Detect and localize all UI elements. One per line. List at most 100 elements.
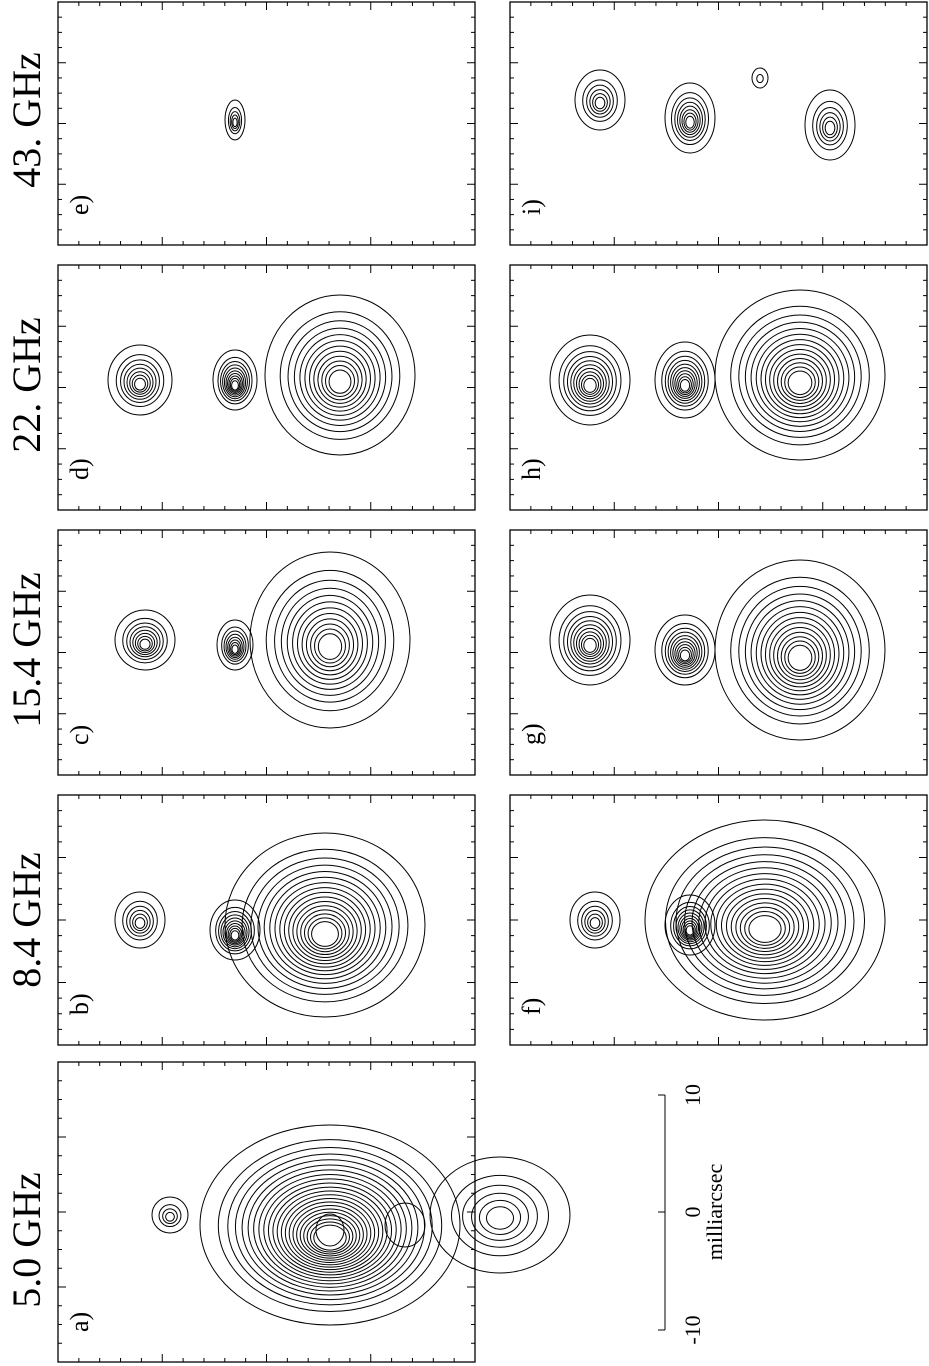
panel-frames (58, 2, 927, 1362)
panel-label: e) (65, 195, 94, 215)
contour (749, 916, 781, 943)
contour (121, 360, 160, 403)
contour-maps (108, 68, 885, 1325)
contour (680, 650, 689, 661)
contour (135, 918, 145, 929)
contour (311, 624, 350, 667)
panel-frame (58, 2, 475, 245)
contour (318, 634, 341, 660)
contour (590, 918, 600, 929)
panel-label: i) (517, 199, 546, 215)
panel-frame (510, 265, 927, 510)
contour (452, 1175, 549, 1255)
contour (127, 623, 163, 659)
contour (225, 833, 425, 1017)
scale-bar-tick-label: -10 (680, 1315, 705, 1344)
contour (312, 922, 339, 947)
contour (578, 901, 613, 940)
contour (788, 371, 812, 395)
contour (665, 83, 715, 153)
contour (761, 612, 839, 695)
contour (233, 118, 237, 127)
panel-frame (58, 265, 475, 510)
contour (264, 871, 386, 983)
panel-frame (510, 2, 927, 245)
contour (264, 1179, 396, 1281)
panel-frame (58, 1062, 475, 1362)
panel-label: b) (65, 993, 94, 1015)
contour (289, 1202, 371, 1265)
panel-label: f) (517, 998, 546, 1015)
frequency-label: 43. GHz (4, 52, 49, 188)
contour (550, 335, 630, 425)
contour (785, 367, 816, 398)
contour (232, 381, 239, 390)
contour (115, 610, 175, 670)
scale-bar-label: milliarcsec (702, 1164, 727, 1261)
contour (135, 378, 146, 390)
contour (166, 1212, 175, 1221)
contour (761, 340, 839, 418)
contour (745, 322, 854, 431)
contour (739, 315, 861, 437)
contour (305, 341, 375, 416)
frequency-label: 5.0 GHz (4, 1172, 49, 1308)
contour (752, 68, 768, 88)
contour (757, 75, 763, 83)
contour (140, 639, 150, 649)
frequency-label: 15.4 GHz (4, 572, 49, 728)
panel-frame (58, 530, 475, 775)
contour (715, 560, 885, 740)
frequency-label: 8.4 GHz (4, 852, 49, 988)
contour (778, 359, 823, 404)
contour (273, 1187, 387, 1275)
contour (705, 874, 825, 974)
contour (778, 632, 823, 680)
contour (721, 889, 808, 962)
panel-label: g) (517, 723, 546, 745)
contour (258, 865, 392, 988)
contour (289, 897, 362, 964)
contour (251, 858, 399, 994)
contour (123, 618, 167, 662)
contour (116, 355, 163, 407)
contour (152, 1197, 188, 1233)
contour (788, 645, 812, 670)
contour (739, 586, 861, 716)
contour (232, 645, 238, 653)
contour (686, 116, 694, 128)
contour (680, 380, 689, 392)
contour (250, 552, 410, 728)
contour (817, 107, 844, 144)
contour (329, 370, 351, 393)
contour (322, 361, 358, 400)
contour (228, 1148, 432, 1305)
panel-label: d) (65, 458, 94, 480)
contour (297, 1209, 364, 1260)
contour (813, 101, 848, 149)
contour (265, 295, 415, 455)
contour (595, 97, 605, 109)
panel-label: a) (65, 1312, 94, 1332)
contour (463, 1185, 538, 1247)
contour (108, 345, 172, 415)
contour (675, 98, 705, 141)
contour (308, 918, 342, 949)
contour (825, 121, 835, 135)
contour (785, 641, 816, 673)
contour (268, 1183, 391, 1278)
contour (584, 378, 596, 392)
contour (123, 901, 158, 940)
panel-label: h) (517, 458, 546, 480)
contour (293, 602, 368, 684)
panel-label: c) (65, 725, 94, 745)
contour (745, 594, 854, 710)
contour (486, 1207, 513, 1229)
frequency-label: 22. GHz (4, 317, 49, 453)
contour (711, 879, 819, 969)
contour (583, 80, 618, 122)
panel-frame (58, 795, 475, 1045)
contour (584, 638, 596, 652)
contour (231, 931, 239, 940)
contour (676, 847, 854, 995)
